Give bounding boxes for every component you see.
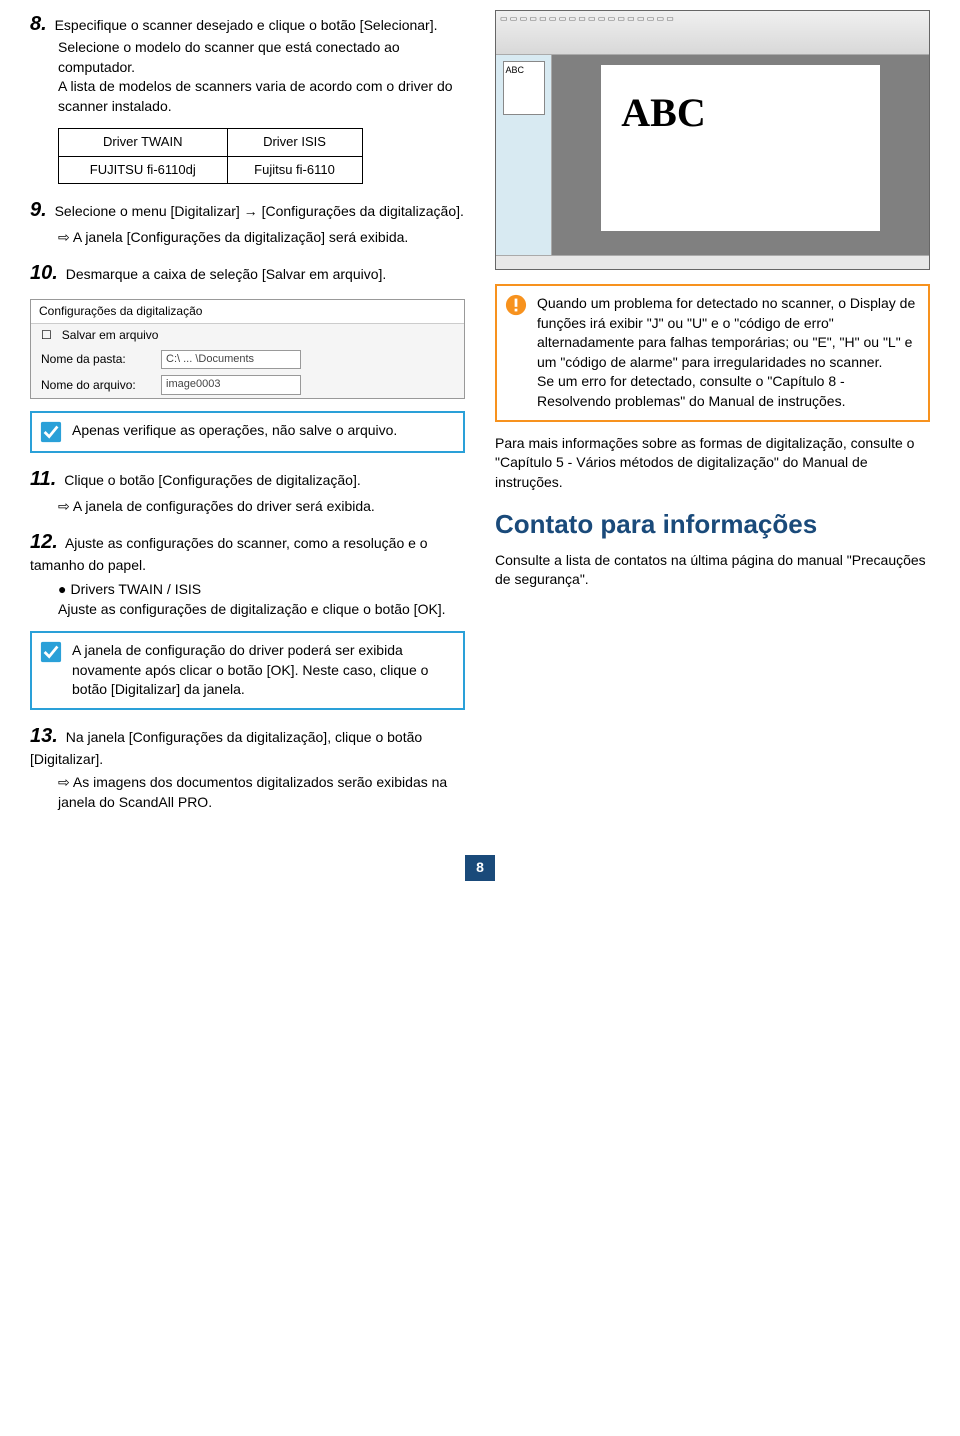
driver-table: Driver TWAIN Driver ISIS FUJITSU fi-6110… bbox=[58, 128, 363, 183]
more-info-para: Para mais informações sobre as formas de… bbox=[495, 434, 930, 493]
driver-h2: Driver ISIS bbox=[227, 129, 362, 156]
driver-r1: FUJITSU fi-6110dj bbox=[59, 156, 228, 183]
tip-2-text: A janela de configuração do driver poder… bbox=[72, 641, 455, 700]
warning-icon bbox=[505, 294, 527, 316]
preview-text: ABC bbox=[621, 85, 705, 141]
step-11-result: A janela de configurações do driver será… bbox=[58, 497, 465, 517]
step-13-result: As imagens dos documentos digitalizados … bbox=[58, 773, 465, 812]
thumbnail-panel: ABC bbox=[496, 55, 552, 255]
status-bar bbox=[496, 255, 929, 269]
step-12-p: Ajuste as configurações de digitalização… bbox=[58, 600, 465, 620]
step-11-text: Clique o botão [Configurações de digital… bbox=[64, 472, 361, 488]
step-num-12: 12. bbox=[30, 531, 58, 553]
contact-para: Consulte a lista de contatos na última p… bbox=[495, 551, 930, 590]
step-10: 10. Desmarque a caixa de seleção [Salvar… bbox=[30, 259, 465, 287]
check-icon bbox=[40, 641, 62, 663]
tip-callout-2: A janela de configuração do driver poder… bbox=[30, 631, 465, 710]
warning-text: Quando um problema for detectado no scan… bbox=[537, 294, 920, 412]
dialog-checkbox-label: Salvar em arquivo bbox=[62, 327, 159, 344]
step-num-13: 13. bbox=[30, 725, 58, 747]
step-8-text: Especifique o scanner desejado e clique … bbox=[55, 17, 438, 33]
step-num-10: 10. bbox=[30, 262, 58, 284]
step-num-9: 9. bbox=[30, 199, 47, 221]
step-13: 13. Na janela [Configurações da digitali… bbox=[30, 722, 465, 813]
contact-heading: Contato para informações bbox=[495, 506, 930, 542]
preview-area: ABC bbox=[552, 55, 929, 255]
step-8-p1: Selecione o modelo do scanner que está c… bbox=[58, 38, 465, 77]
step-11: 11. Clique o botão [Configurações de dig… bbox=[30, 465, 465, 517]
scanner-toolbar: ▭ ▭ ▭ ▭ ▭ ▭ ▭ ▭ ▭ ▭ ▭ ▭ ▭ ▭ ▭ ▭ ▭ ▭ bbox=[496, 11, 929, 55]
thumbnail: ABC bbox=[503, 61, 545, 115]
driver-h1: Driver TWAIN bbox=[59, 129, 228, 156]
dialog-title: Configurações da digitalização bbox=[31, 300, 464, 324]
step-8-p2: A lista de modelos de scanners varia de … bbox=[58, 77, 465, 116]
warning-callout: Quando um problema for detectado no scan… bbox=[495, 284, 930, 422]
step-12-bullet: Drivers TWAIN / ISIS bbox=[58, 580, 465, 600]
step-13-text: Na janela [Configurações da digitalizaçã… bbox=[30, 729, 422, 767]
dialog-label-folder: Nome da pasta: bbox=[41, 351, 151, 368]
scandall-screenshot: ▭ ▭ ▭ ▭ ▭ ▭ ▭ ▭ ▭ ▭ ▭ ▭ ▭ ▭ ▭ ▭ ▭ ▭ ABC … bbox=[495, 10, 930, 270]
step-8: 8. Especifique o scanner desejado e cliq… bbox=[30, 10, 465, 116]
tip-callout-1: Apenas verifique as operações, não salve… bbox=[30, 411, 465, 453]
step-9-text: Selecione o menu [Digitalizar] → [Config… bbox=[55, 203, 464, 219]
driver-r2: Fujitsu fi-6110 bbox=[227, 156, 362, 183]
step-num-8: 8. bbox=[30, 13, 47, 35]
dialog-screenshot: Configurações da digitalização ☐ Salvar … bbox=[30, 299, 465, 398]
preview-page: ABC bbox=[601, 65, 879, 231]
page-number: 8 bbox=[465, 855, 495, 881]
step-10-text: Desmarque a caixa de seleção [Salvar em … bbox=[66, 266, 387, 282]
dialog-value-folder: C:\ ... \Documents bbox=[161, 350, 301, 369]
tip-1-text: Apenas verifique as operações, não salve… bbox=[72, 421, 455, 441]
check-icon bbox=[40, 421, 62, 443]
checkbox-icon: ☐ bbox=[41, 327, 52, 344]
dialog-label-file: Nome do arquivo: bbox=[41, 377, 151, 394]
step-9: 9. Selecione o menu [Digitalizar] → [Con… bbox=[30, 196, 465, 248]
step-num-11: 11. bbox=[30, 468, 56, 490]
step-9-result: A janela [Configurações da digitalização… bbox=[58, 228, 465, 248]
step-12: 12. Ajuste as configurações do scanner, … bbox=[30, 528, 465, 619]
dialog-value-file: image0003 bbox=[161, 375, 301, 394]
step-12-text: Ajuste as configurações do scanner, como… bbox=[30, 535, 428, 573]
